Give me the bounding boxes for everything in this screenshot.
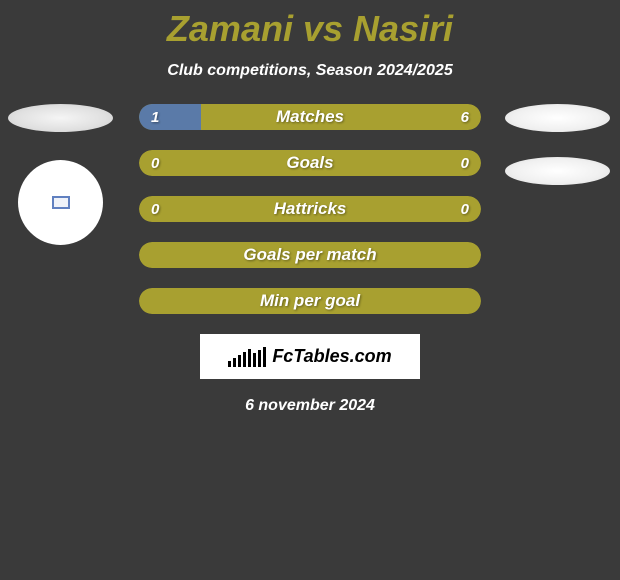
logo-bar-item — [258, 350, 261, 367]
stat-bar-label: Matches — [139, 104, 481, 130]
page-subtitle: Club competitions, Season 2024/2025 — [0, 62, 620, 80]
stat-bar-label: Hattricks — [139, 196, 481, 222]
name-plate-right-1 — [505, 104, 610, 132]
stat-bar: Hattricks0 0 — [139, 196, 481, 222]
stat-bar-label: Min per goal — [139, 288, 481, 314]
date-text: 6 november 2024 — [0, 397, 620, 415]
stat-value-left: 1 — [151, 104, 159, 130]
logo-bar-item — [248, 349, 251, 367]
player-left-avatar — [8, 104, 113, 245]
logo-bar-item — [253, 353, 256, 367]
avatar-circle-left — [18, 160, 103, 245]
name-plate-left — [8, 104, 113, 132]
stat-value-right: 6 — [461, 104, 469, 130]
stat-bar: Matches1 6 — [139, 104, 481, 130]
logo-bar-item — [263, 347, 266, 367]
logo-bar-item — [233, 358, 236, 367]
logo-bar-item — [228, 361, 231, 367]
stat-bar: Min per goal — [139, 288, 481, 314]
stat-bar-label: Goals per match — [139, 242, 481, 268]
page-title: Zamani vs Nasiri — [0, 0, 620, 50]
stat-bar: Goals0 0 — [139, 150, 481, 176]
stat-bar-label: Goals — [139, 150, 481, 176]
logo-bar-item — [243, 352, 246, 367]
avatar-placeholder-icon — [52, 196, 70, 209]
stat-value-left: 0 — [151, 150, 159, 176]
logo-box: FcTables.com — [200, 334, 420, 379]
name-plate-right-2 — [505, 157, 610, 185]
logo-text: FcTables.com — [272, 346, 391, 367]
stat-value-right: 0 — [461, 196, 469, 222]
stat-value-right: 0 — [461, 150, 469, 176]
logo-bar-item — [238, 355, 241, 367]
content-area: Matches16Goals00Hattricks00Goals per mat… — [0, 104, 620, 415]
logo-bars-icon — [228, 347, 269, 367]
stats-bars: Matches16Goals00Hattricks00Goals per mat… — [139, 104, 481, 314]
stat-bar: Goals per match — [139, 242, 481, 268]
player-right-avatar — [505, 104, 610, 185]
stat-value-left: 0 — [151, 196, 159, 222]
